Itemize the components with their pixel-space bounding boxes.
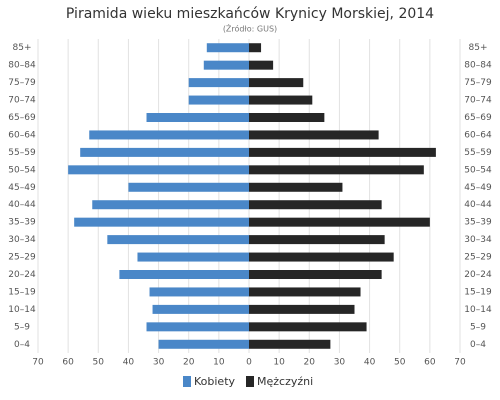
category-label-left: 25–29 — [8, 253, 36, 263]
category-label-left: 0–4 — [14, 340, 30, 350]
category-label-left: 20–24 — [8, 270, 36, 280]
bar — [146, 322, 249, 332]
bar — [249, 270, 382, 279]
category-label-right: 35–39 — [464, 218, 492, 228]
legend-label: Mężczyźni — [257, 375, 313, 388]
x-tick-label: 40 — [364, 358, 376, 368]
category-label-left: 15–19 — [8, 287, 36, 297]
bar — [249, 304, 355, 314]
category-label-right: 20–24 — [464, 270, 492, 280]
bar — [149, 287, 249, 297]
bar — [74, 217, 250, 227]
bar — [92, 200, 249, 210]
category-label-left: 70–74 — [8, 96, 36, 106]
x-tick-label: 50 — [93, 358, 105, 368]
x-tick-label: 30 — [334, 358, 346, 368]
bar — [249, 287, 361, 297]
category-label-left: 85+ — [13, 43, 32, 53]
category-label-right: 15–19 — [464, 287, 492, 297]
category-label-right: 0–4 — [470, 340, 486, 350]
x-tick-label: 0 — [246, 358, 252, 368]
x-tick-label: 50 — [394, 358, 406, 368]
category-label-right: 55–59 — [464, 148, 492, 158]
chart-subtitle: (Źródło: GUS) — [223, 23, 277, 34]
bar — [119, 270, 249, 279]
x-tick-label: 60 — [424, 358, 436, 368]
legend-label: Kobiety — [194, 375, 236, 388]
category-label-right: 25–29 — [464, 253, 492, 263]
bar — [80, 147, 249, 157]
category-label-left: 30–34 — [8, 235, 36, 245]
bar — [249, 235, 385, 245]
legend-swatch — [183, 376, 191, 387]
bar — [249, 78, 304, 88]
bar — [249, 95, 313, 105]
x-tick-label: 70 — [32, 358, 44, 368]
x-tick-label: 60 — [62, 358, 74, 368]
x-tick-label: 70 — [454, 358, 466, 368]
bar — [249, 147, 436, 157]
category-label-right: 70–74 — [464, 96, 492, 106]
category-label-left: 40–44 — [8, 200, 36, 210]
x-tick-label: 10 — [213, 358, 225, 368]
category-label-right: 10–14 — [464, 305, 492, 315]
category-label-right: 40–44 — [464, 200, 492, 210]
bar — [249, 182, 343, 192]
category-label-right: 80–84 — [464, 61, 492, 71]
category-label-right: 5–9 — [470, 322, 486, 332]
bar — [68, 165, 250, 175]
bar — [249, 43, 262, 53]
category-label-left: 75–79 — [8, 78, 36, 88]
category-label-right: 85+ — [469, 43, 488, 53]
bar — [249, 130, 379, 140]
bar — [107, 235, 249, 245]
bar — [128, 182, 249, 192]
category-label-left: 60–64 — [8, 130, 36, 140]
chart-title: Piramida wieku mieszkańców Krynicy Morsk… — [66, 6, 434, 22]
bar — [137, 252, 249, 262]
category-label-left: 80–84 — [8, 61, 36, 71]
category-label-left: 35–39 — [8, 218, 36, 228]
category-label-left: 5–9 — [14, 322, 30, 332]
category-label-right: 45–49 — [464, 183, 492, 193]
bar — [249, 339, 331, 349]
x-tick-label: 20 — [304, 358, 316, 368]
x-tick-label: 30 — [153, 358, 165, 368]
bar — [249, 252, 394, 262]
category-label-right: 50–54 — [464, 165, 492, 175]
category-label-left: 65–69 — [8, 113, 36, 123]
bar — [249, 200, 382, 210]
bar — [158, 339, 249, 349]
bar — [249, 217, 430, 227]
x-tick-label: 10 — [273, 358, 285, 368]
bar — [188, 78, 249, 88]
x-tick-label: 40 — [123, 358, 135, 368]
category-label-right: 30–34 — [464, 235, 492, 245]
bar — [249, 113, 325, 122]
category-label-right: 75–79 — [464, 78, 492, 88]
category-label-right: 60–64 — [464, 130, 492, 140]
category-label-left: 50–54 — [8, 165, 36, 175]
category-label-left: 55–59 — [8, 148, 36, 158]
bar — [249, 60, 274, 70]
bar — [146, 113, 249, 122]
bar — [206, 43, 249, 53]
bar — [249, 322, 367, 332]
bar — [249, 165, 424, 175]
bar — [188, 95, 249, 105]
category-label-right: 65–69 — [464, 113, 492, 123]
legend-swatch — [246, 376, 254, 387]
bar — [203, 60, 249, 70]
bar — [89, 130, 249, 140]
category-label-left: 45–49 — [8, 183, 36, 193]
x-tick-label: 20 — [183, 358, 195, 368]
category-label-left: 10–14 — [8, 305, 36, 315]
bar — [152, 304, 249, 314]
